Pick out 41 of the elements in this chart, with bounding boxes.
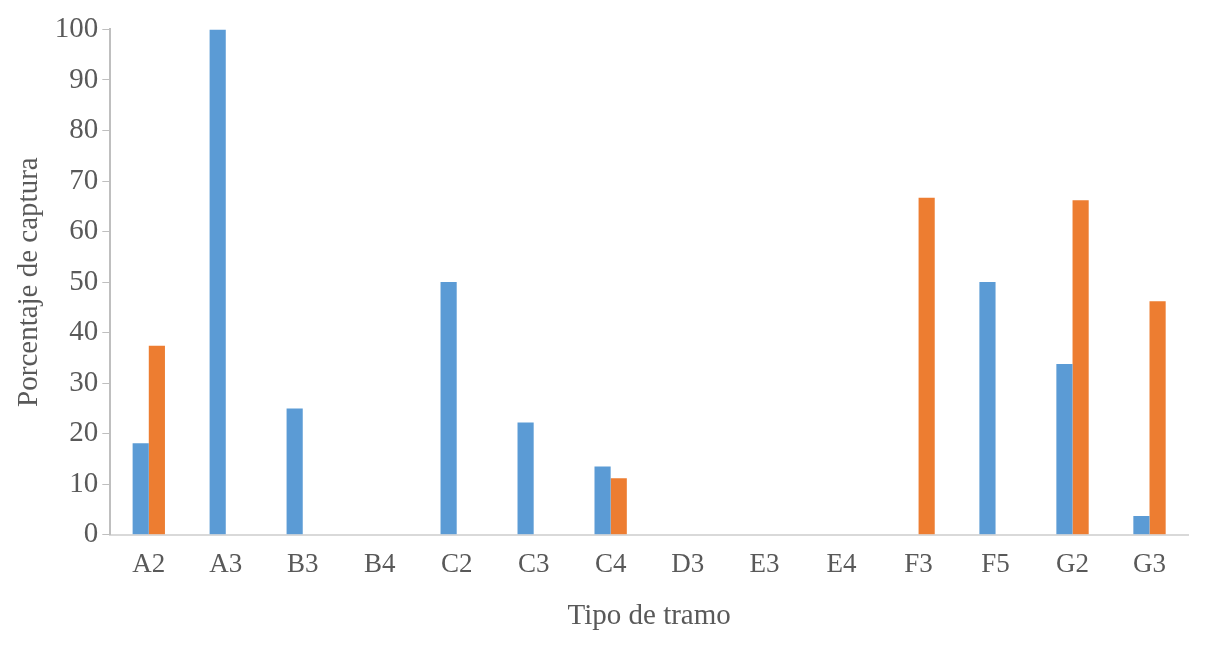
x-tick-label: E4 [826, 548, 858, 579]
x-tick-label: G2 [1056, 548, 1090, 579]
y-tick-label: 80 [69, 112, 99, 145]
bar [286, 408, 303, 535]
bar [209, 29, 226, 535]
x-tick-label: B3 [286, 548, 319, 579]
bar [1149, 301, 1166, 535]
x-tick-label: C3 [517, 548, 550, 579]
x-tick-label: A2 [132, 548, 166, 579]
x-tick-label: C2 [440, 548, 473, 579]
bar [132, 443, 149, 535]
x-tick-label: B4 [363, 548, 396, 579]
x-axis-title: Tipo de tramo [567, 598, 731, 631]
y-tick-label: 30 [69, 364, 99, 397]
bar [517, 422, 534, 535]
x-tick-label: C4 [594, 548, 627, 579]
x-tick-label: F5 [981, 548, 1010, 579]
y-tick-label: 90 [69, 61, 99, 94]
y-tick-label: 10 [69, 465, 99, 498]
y-tick-label: 60 [69, 213, 99, 246]
x-tick-label: D3 [671, 548, 705, 579]
bar [610, 478, 627, 535]
bar [1056, 363, 1073, 535]
y-tick-label: 40 [69, 314, 99, 347]
bar [979, 282, 996, 535]
y-tick-label: 0 [83, 516, 99, 549]
x-tick-label: A3 [209, 548, 243, 579]
x-tick-label: E3 [749, 548, 780, 579]
y-tick-label: 100 [54, 11, 99, 44]
x-tick-label: G3 [1133, 548, 1167, 579]
y-tick-label: 50 [69, 263, 99, 296]
y-tick-label: 70 [69, 162, 99, 195]
bar [594, 466, 611, 535]
bar [1133, 516, 1150, 535]
bar [440, 282, 457, 535]
bar [918, 197, 935, 535]
y-tick-label: 20 [69, 415, 99, 448]
y-axis-title: Porcentaje de captura [11, 157, 44, 407]
bar [1072, 200, 1089, 535]
x-tick-label: F3 [904, 548, 933, 579]
bar [148, 345, 165, 535]
